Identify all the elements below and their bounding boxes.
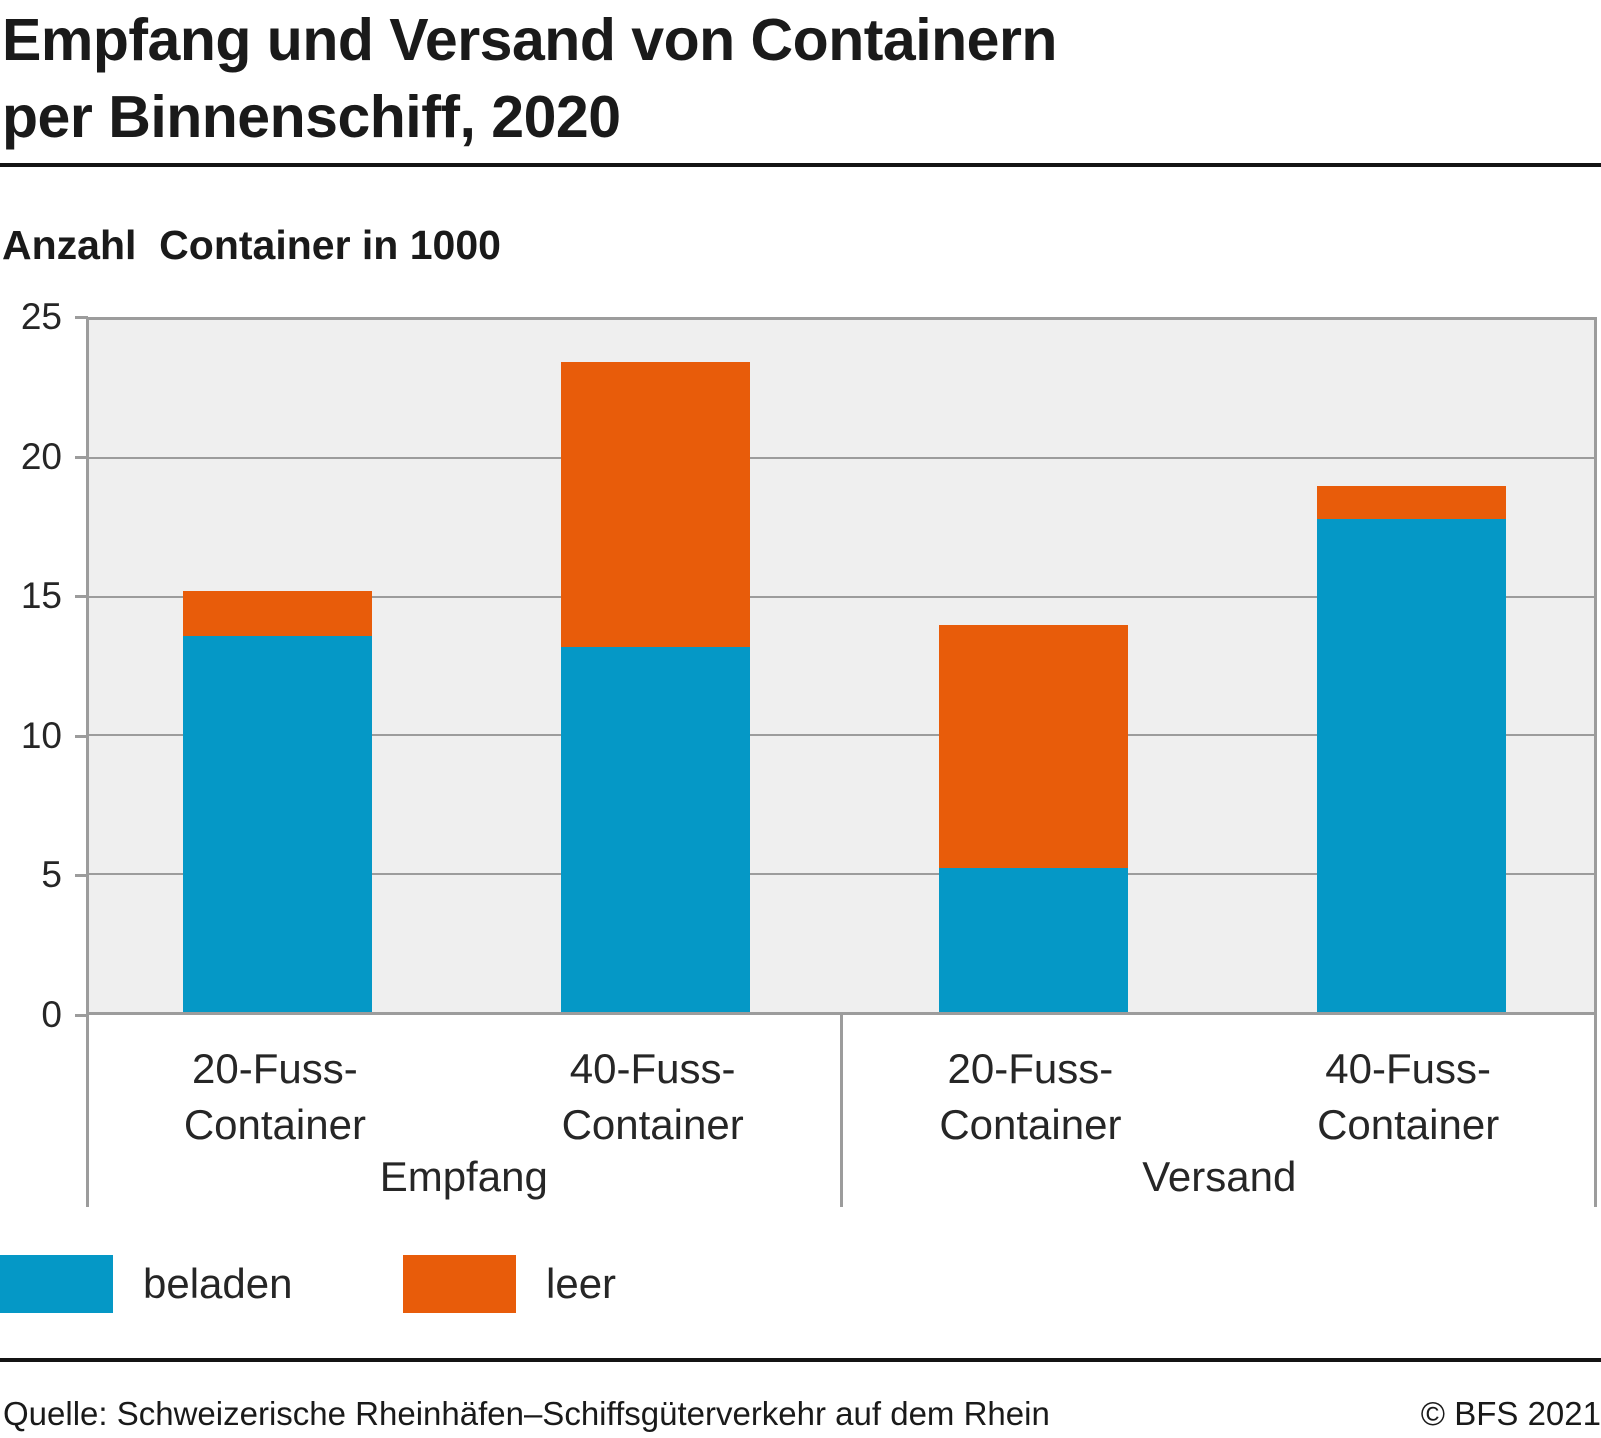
x-axis-area: 20-Fuss- Container 40-Fuss- Container 20-F… bbox=[86, 1015, 1597, 1210]
gridline-15 bbox=[89, 595, 1594, 598]
bar-versand-40fuss bbox=[1316, 320, 1506, 1012]
gridline-5 bbox=[89, 872, 1594, 875]
segment-leer bbox=[183, 591, 373, 636]
legend: beladen leer bbox=[0, 1255, 1601, 1315]
y-axis-label: 15 bbox=[20, 575, 62, 617]
legend-swatch-beladen bbox=[0, 1255, 113, 1313]
x-group-label-versand: Versand bbox=[1142, 1153, 1297, 1200]
y-axis-unit-label: Anzahl Container in 1000 bbox=[2, 222, 501, 268]
y-axis-tick bbox=[75, 874, 88, 878]
y-axis-tick bbox=[75, 455, 88, 459]
segment-beladen bbox=[183, 635, 373, 1012]
plot-area bbox=[86, 317, 1597, 1015]
legend-label-beladen: beladen bbox=[143, 1260, 293, 1307]
bar-empfang-20fuss bbox=[183, 320, 373, 1012]
gridline-10 bbox=[89, 734, 1594, 737]
segment-leer bbox=[1316, 486, 1506, 520]
y-axis-label: 0 bbox=[41, 994, 62, 1035]
y-axis-tick bbox=[75, 734, 88, 738]
x-group-label-empfang: Empfang bbox=[379, 1153, 548, 1200]
footer: Quelle: Schweizerische Rheinhäfen–Schiff… bbox=[3, 1395, 1601, 1433]
x-axis-separator bbox=[86, 1015, 89, 1207]
legend-swatch-leer bbox=[403, 1255, 516, 1313]
y-axis-labels: 0 5 10 15 20 25 bbox=[0, 296, 62, 1035]
segment-leer bbox=[561, 361, 751, 647]
chart-title-line1: Empfang und Versand von Containern bbox=[2, 7, 1057, 73]
segment-beladen bbox=[561, 646, 751, 1012]
title-divider bbox=[0, 163, 1601, 167]
x-category-label: 20-Fuss- Container bbox=[183, 1045, 366, 1148]
legend-label-leer: leer bbox=[546, 1260, 617, 1307]
source-note: Quelle: Schweizerische Rheinhäfen–Schiff… bbox=[3, 1395, 1050, 1432]
chart-title: Empfang und Versand von Containern per B… bbox=[2, 2, 1057, 156]
legend-item-leer: leer bbox=[403, 1255, 616, 1313]
segment-beladen bbox=[1316, 519, 1506, 1012]
y-axis-ticks bbox=[75, 316, 88, 1017]
y-axis-label: 20 bbox=[20, 435, 62, 477]
legend-item-beladen: beladen bbox=[0, 1255, 292, 1313]
x-category-label: 40-Fuss- Container bbox=[1317, 1045, 1500, 1148]
x-axis-separator bbox=[1594, 1015, 1597, 1207]
y-axis-tick bbox=[75, 595, 88, 599]
segment-leer bbox=[938, 624, 1128, 869]
copyright-note: © BFS 2021 bbox=[1420, 1395, 1601, 1432]
bar-versand-20fuss bbox=[938, 320, 1128, 1012]
y-axis-label: 5 bbox=[41, 854, 62, 896]
x-axis-separator bbox=[840, 1015, 843, 1207]
y-axis-label: 10 bbox=[20, 714, 62, 756]
gridline-20 bbox=[89, 457, 1594, 460]
x-category-label: 20-Fuss- Container bbox=[939, 1045, 1122, 1148]
segment-beladen bbox=[938, 868, 1128, 1012]
x-category-label: 40-Fuss- Container bbox=[561, 1045, 744, 1148]
y-axis-tick bbox=[75, 1014, 88, 1017]
bar-empfang-40fuss bbox=[561, 320, 751, 1012]
y-axis-tick bbox=[75, 316, 88, 319]
chart-title-line2: per Binnenschiff, 2020 bbox=[2, 84, 621, 150]
y-axis-label: 25 bbox=[20, 296, 62, 337]
footer-divider bbox=[0, 1358, 1601, 1362]
